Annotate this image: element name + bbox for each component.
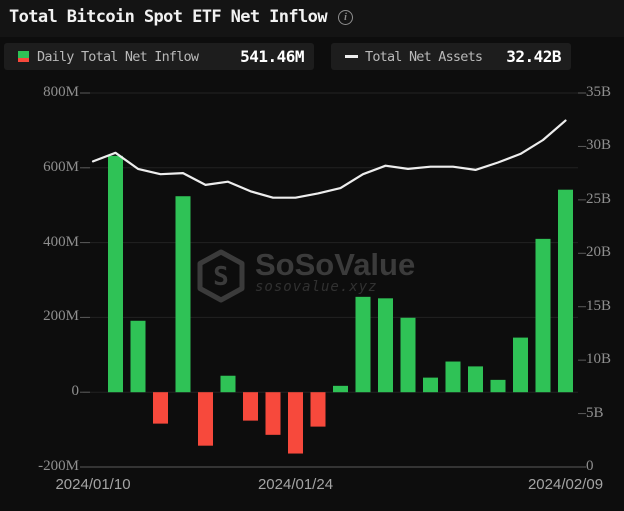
- daily-net-inflow-bar[interactable]: [198, 392, 213, 446]
- legend-assets-label: Total Net Assets: [365, 48, 483, 65]
- x-axis-label: 2024/01/10: [55, 476, 131, 493]
- daily-net-inflow-bar[interactable]: [310, 392, 326, 427]
- daily-net-inflow-bar[interactable]: [153, 392, 168, 424]
- y-axis-tick-right: 30B: [586, 137, 612, 154]
- daily-net-inflow-bar[interactable]: [468, 366, 483, 393]
- y-axis-tick-left: 400M: [43, 233, 79, 250]
- y-axis-tick-left: -200M: [38, 458, 79, 474]
- legend-daily-value: 541.46M: [240, 47, 304, 66]
- daily-net-inflow-bar[interactable]: [130, 320, 146, 393]
- y-axis-tick-right: 20B: [586, 244, 612, 261]
- x-axis-label: 2024/02/09: [527, 476, 604, 493]
- daily-net-inflow-bar[interactable]: [108, 155, 123, 393]
- y-axis-tick-right: 15B: [586, 297, 612, 314]
- header-strip: [0, 0, 624, 37]
- daily-net-inflow-bar[interactable]: [513, 337, 528, 393]
- red-swatch: [18, 58, 29, 62]
- bar-series-icon: [18, 51, 29, 62]
- y-axis-tick-left: 200M: [43, 308, 79, 325]
- y-axis-tick-right: 25B: [586, 190, 612, 207]
- legend-row: Daily Total Net Inflow 541.46M Total Net…: [0, 43, 624, 70]
- total-net-assets-line: [91, 119, 567, 199]
- info-icon[interactable]: i: [338, 10, 353, 25]
- daily-net-inflow-bar[interactable]: [400, 317, 416, 393]
- y-axis-tick-left: 800M: [43, 84, 79, 100]
- y-axis-tick-right: 10B: [586, 351, 612, 368]
- daily-net-inflow-bar[interactable]: [220, 375, 236, 393]
- x-axis-label: 2024/01/24: [257, 476, 334, 493]
- daily-net-inflow-bar[interactable]: [490, 379, 506, 393]
- legend-daily-net-inflow[interactable]: Daily Total Net Inflow 541.46M: [4, 43, 314, 70]
- y-axis-tick-left: 0: [71, 383, 80, 400]
- chart-title: Total Bitcoin Spot ETF Net Inflow: [9, 7, 328, 27]
- daily-net-inflow-bar[interactable]: [355, 296, 371, 393]
- daily-net-inflow-bar[interactable]: [378, 298, 393, 393]
- legend-total-net-assets[interactable]: Total Net Assets 32.42B: [331, 43, 571, 70]
- daily-net-inflow-bar[interactable]: [333, 385, 348, 393]
- daily-net-inflow-bar[interactable]: [288, 392, 303, 454]
- y-axis-tick-right: 35B: [586, 84, 612, 100]
- daily-net-inflow-bar[interactable]: [423, 377, 438, 393]
- y-axis-tick-right: 5B: [586, 404, 604, 421]
- daily-net-inflow-bar[interactable]: [558, 189, 573, 393]
- daily-net-inflow-bar[interactable]: [445, 361, 461, 393]
- y-axis-tick-left: 600M: [43, 158, 79, 175]
- daily-net-inflow-bar[interactable]: [535, 238, 551, 393]
- green-swatch: [18, 51, 29, 58]
- daily-net-inflow-bar[interactable]: [265, 392, 281, 435]
- legend-daily-label: Daily Total Net Inflow: [37, 48, 199, 65]
- daily-net-inflow-bar[interactable]: [243, 392, 258, 421]
- daily-net-inflow-bar[interactable]: [175, 196, 191, 393]
- line-series-icon: [345, 55, 358, 58]
- y-axis-tick-right: 0: [586, 458, 594, 474]
- legend-assets-value: 32.42B: [506, 47, 561, 66]
